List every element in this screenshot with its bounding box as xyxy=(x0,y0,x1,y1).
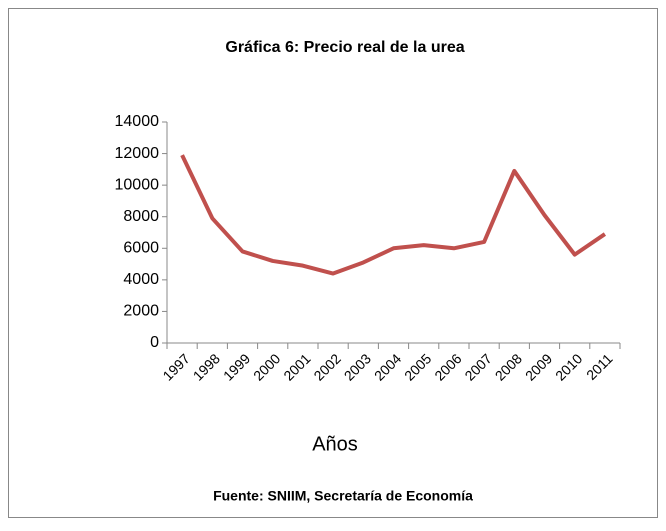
x-axis-label: Años xyxy=(312,433,358,455)
source-note: Fuente: SNIIM, Secretaría de Economía xyxy=(213,488,473,504)
chart-frame xyxy=(8,8,658,518)
y-tick-label: 12000 xyxy=(115,145,160,162)
data-line xyxy=(180,154,607,276)
y-tick-label: 14000 xyxy=(115,113,160,130)
y-tick-label: 0 xyxy=(150,334,159,351)
y-tick-label: 4000 xyxy=(123,271,159,288)
y-tick-label: 6000 xyxy=(123,240,159,257)
chart-title: Gráfica 6: Precio real de la urea xyxy=(225,39,464,56)
y-tick-label: 2000 xyxy=(123,303,159,320)
y-tick-label: 8000 xyxy=(123,208,159,225)
y-tick-label: 10000 xyxy=(115,176,160,193)
